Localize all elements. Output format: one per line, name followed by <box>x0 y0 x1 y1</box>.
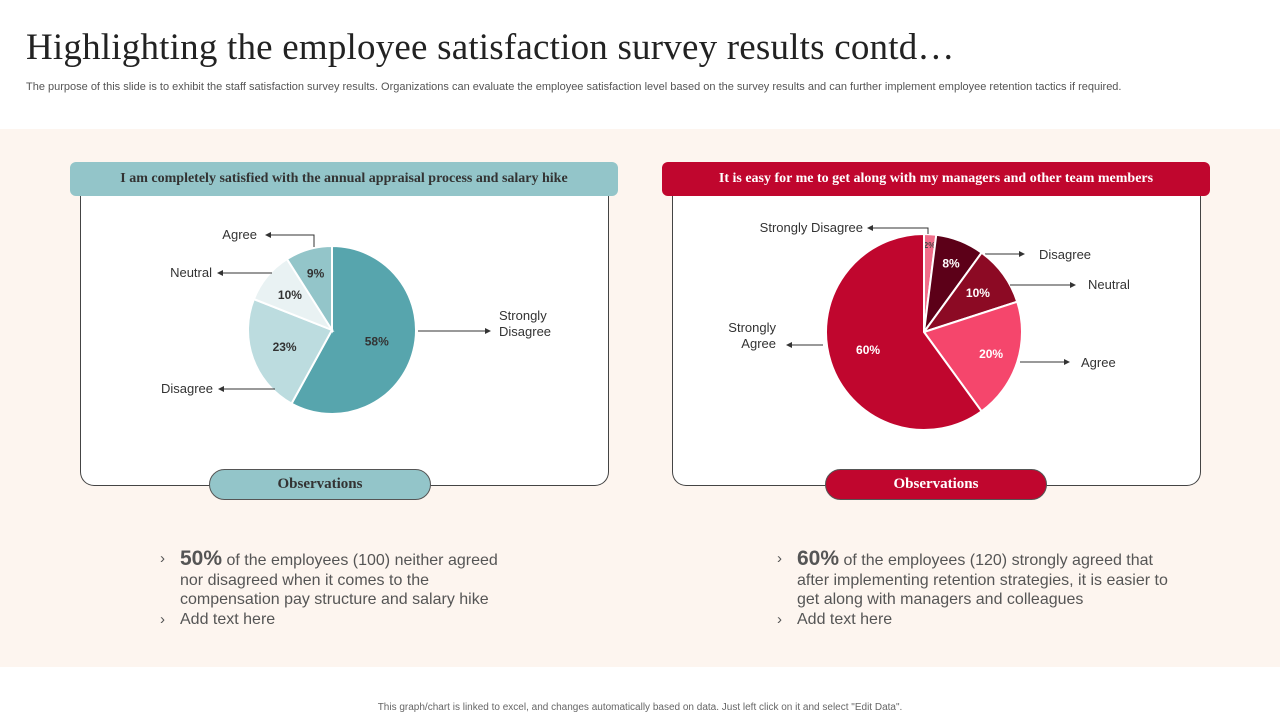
category-label: Strongly Agree <box>728 320 776 351</box>
chevron-right-icon: › <box>160 550 165 567</box>
right-observations-list: › 60% of the employees (120) strongly agr… <box>777 547 1177 630</box>
observation-text: Add text here <box>797 610 893 628</box>
observation-text: of the employees (100) neither agreed no… <box>180 552 498 608</box>
data-label: 60% <box>856 343 880 357</box>
observation-item: › 50% of the employees (100) neither agre… <box>160 547 520 610</box>
callout-arrow <box>265 232 315 247</box>
data-label: 20% <box>979 347 1003 361</box>
category-label: Agree <box>1081 355 1116 370</box>
category-label: Strongly Disagree <box>499 308 551 339</box>
page-subtitle: The purpose of this slide is to exhibit … <box>26 81 1122 93</box>
data-label: 10% <box>966 286 990 300</box>
pie-slice-disagree[interactable] <box>247 297 334 405</box>
category-label: Agree <box>222 227 257 242</box>
category-label: Disagree <box>1039 247 1091 262</box>
left-observations-label: Observations <box>209 469 431 500</box>
data-label: 2% <box>924 241 936 250</box>
data-label: 23% <box>273 340 297 354</box>
pie-slice-strongly-agree[interactable] <box>825 232 984 431</box>
observation-item: › 60% of the employees (120) strongly agr… <box>777 547 1177 610</box>
pie-slice-agree[interactable] <box>285 244 333 334</box>
chevron-right-icon: › <box>160 610 165 628</box>
observation-text: of the employees (120) strongly agreed t… <box>797 552 1168 608</box>
category-label: Disagree <box>161 381 213 396</box>
category-label: Strongly Disagree <box>760 220 863 235</box>
observation-item: › Add text here <box>160 610 520 630</box>
left-chart-header: I am completely satisfied with the annua… <box>70 162 618 196</box>
chevron-right-icon: › <box>777 550 782 567</box>
right-observations-label: Observations <box>825 469 1047 500</box>
page-title: Highlighting the employee satisfaction s… <box>26 27 955 68</box>
pie-slice-strongly-disagree[interactable] <box>290 244 417 415</box>
highlight-value: 60% <box>797 547 840 570</box>
footer-note: This graph/chart is linked to excel, and… <box>377 702 903 713</box>
data-label: 10% <box>278 288 302 302</box>
highlight-value: 50% <box>180 547 223 570</box>
data-label: 58% <box>365 334 389 348</box>
category-label: Neutral <box>170 265 212 280</box>
observation-text: Add text here <box>180 610 276 628</box>
observation-item: › Add text here <box>777 610 1177 630</box>
right-chart-header: It is easy for me to get along with my m… <box>662 162 1210 196</box>
data-label: 9% <box>307 267 325 281</box>
callout-arrow <box>867 225 929 234</box>
data-label: 8% <box>942 257 960 271</box>
pie-slice-agree[interactable] <box>922 300 1023 413</box>
chevron-right-icon: › <box>777 610 782 628</box>
category-label: Neutral <box>1088 277 1130 292</box>
left-observations-list: › 50% of the employees (100) neither agre… <box>160 547 520 630</box>
